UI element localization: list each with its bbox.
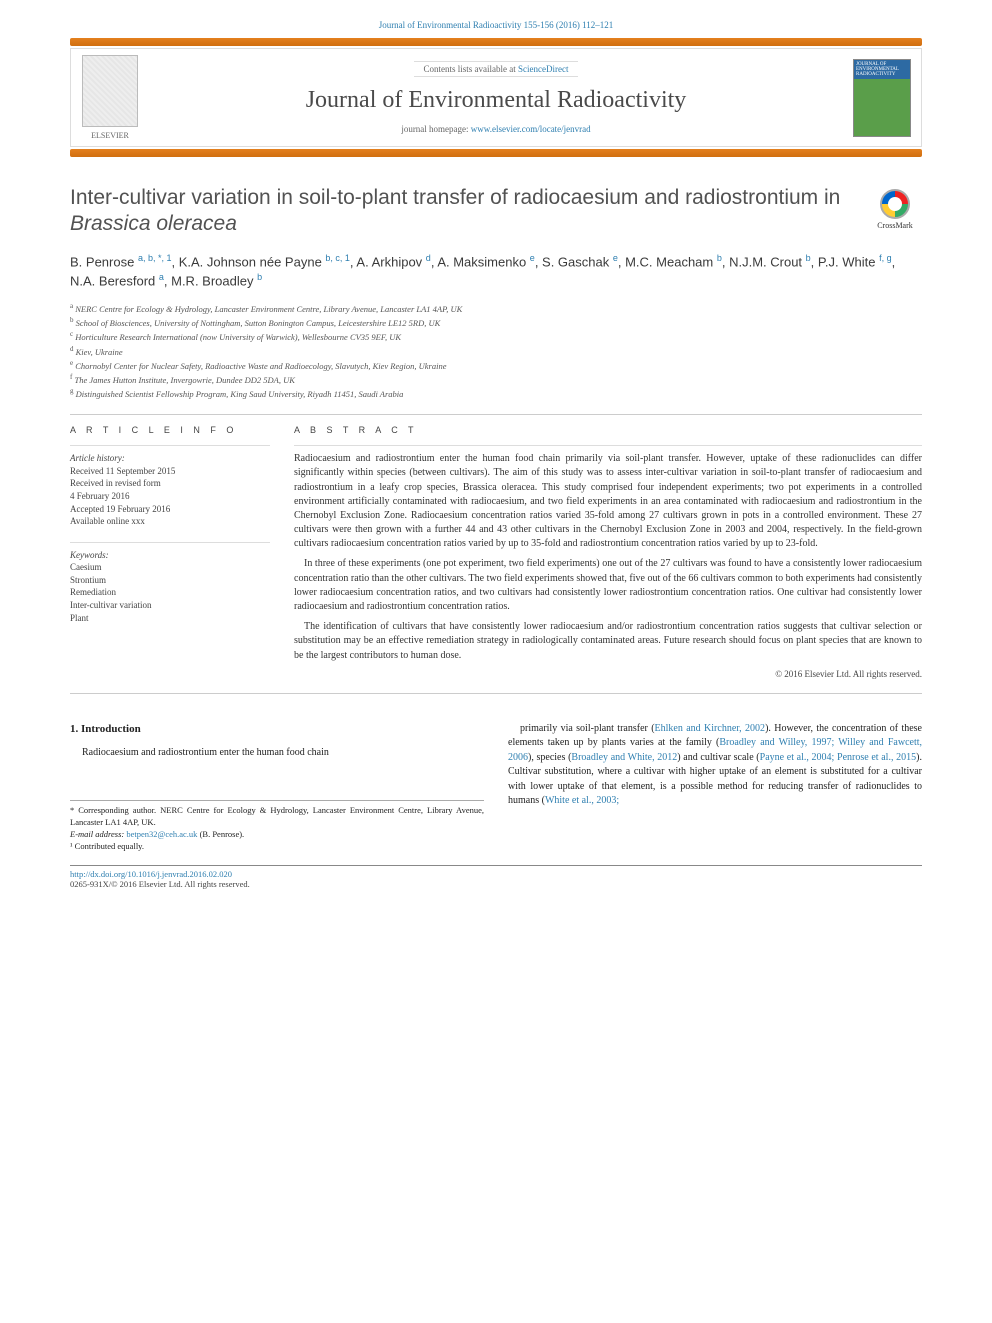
doi-link[interactable]: http://dx.doi.org/10.1016/j.jenvrad.2016… <box>70 869 232 879</box>
banner-publisher-block: ELSEVIER <box>71 49 149 146</box>
article-title: Inter-cultivar variation in soil-to-plan… <box>70 185 854 238</box>
citation-link[interactable]: Broadley and White, 2012 <box>571 752 677 763</box>
journal-homepage-line: journal homepage: www.elsevier.com/locat… <box>155 124 837 134</box>
history-line: Accepted 19 February 2016 <box>70 503 270 516</box>
sciencedirect-link[interactable]: ScienceDirect <box>518 64 568 74</box>
affiliation-list: a NERC Centre for Ecology & Hydrology, L… <box>70 301 922 400</box>
article-info-column: A R T I C L E I N F O Article history: R… <box>70 425 270 679</box>
corr-author-note: * Corresponding author. NERC Centre for … <box>70 805 484 829</box>
abstract-p3: The identification of cultivars that hav… <box>294 620 922 663</box>
history-line: Received 11 September 2015 <box>70 465 270 478</box>
affiliation-line: e Chornobyl Center for Nuclear Safety, R… <box>70 358 922 372</box>
crossmark-label: CrossMark <box>868 221 922 230</box>
footnotes-block: * Corresponding author. NERC Centre for … <box>70 800 484 853</box>
keyword-line: Caesium <box>70 561 270 574</box>
abstract-rule <box>294 445 922 446</box>
crossmark-icon <box>880 189 910 219</box>
homepage-label: journal homepage: <box>401 124 468 134</box>
history-head: Article history: <box>70 453 125 463</box>
history-line: Available online xxx <box>70 515 270 528</box>
keyword-line: Inter-cultivar variation <box>70 599 270 612</box>
citation-link[interactable]: White et al., 2003; <box>545 795 619 806</box>
affiliation-line: d Kiev, Ukraine <box>70 344 922 358</box>
elsevier-tree-icon <box>82 55 138 127</box>
corr-email-link[interactable]: betpen32@ceh.ac.uk <box>126 829 197 839</box>
banner-center: Contents lists available at ScienceDirec… <box>149 49 843 146</box>
issn-copyright: 0265-931X/© 2016 Elsevier Ltd. All right… <box>70 879 250 889</box>
footer-identifiers: http://dx.doi.org/10.1016/j.jenvrad.2016… <box>70 869 922 889</box>
banner-cover-block: JOURNAL OF ENVIRONMENTAL RADIOACTIVITY <box>843 49 921 146</box>
citation-link[interactable]: Payne et al., 2004; Penrose et al., 2015 <box>760 752 917 763</box>
email-who: (B. Penrose). <box>200 829 245 839</box>
orange-top-rule <box>70 38 922 46</box>
running-head-link[interactable]: Journal of Environmental Radioactivity 1… <box>379 20 614 30</box>
email-label: E-mail address: <box>70 829 124 839</box>
email-line: E-mail address: betpen32@ceh.ac.uk (B. P… <box>70 829 484 841</box>
abstract-copyright: © 2016 Elsevier Ltd. All rights reserved… <box>294 669 922 679</box>
publisher-name: ELSEVIER <box>91 131 129 140</box>
affiliation-line: a NERC Centre for Ecology & Hydrology, L… <box>70 301 922 315</box>
journal-banner: ELSEVIER Contents lists available at Sci… <box>70 48 922 147</box>
intro-left-para: Radiocaesium and radiostrontium enter th… <box>70 746 484 761</box>
crossmark-badge[interactable]: CrossMark <box>868 189 922 230</box>
keyword-line: Remediation <box>70 586 270 599</box>
abstract-p2: In three of these experiments (one pot e… <box>294 557 922 614</box>
abstract-body: Radiocaesium and radiostrontium enter th… <box>294 452 922 663</box>
affiliation-line: c Horticulture Research International (n… <box>70 329 922 343</box>
affiliation-line: f The James Hutton Institute, Invergowri… <box>70 372 922 386</box>
citation-link[interactable]: Ehlken and Kirchner, 2002 <box>655 723 766 734</box>
section-rule <box>70 414 922 415</box>
journal-cover-thumb: JOURNAL OF ENVIRONMENTAL RADIOACTIVITY <box>853 59 911 137</box>
article-info-block: Article history: Received 11 September 2… <box>70 452 270 624</box>
cover-text: JOURNAL OF ENVIRONMENTAL RADIOACTIVITY <box>856 62 899 77</box>
keywords-head: Keywords: <box>70 542 270 562</box>
history-lines: Received 11 September 2015Received in re… <box>70 465 270 528</box>
journal-title: Journal of Environmental Radioactivity <box>155 87 837 114</box>
contrib-note: ¹ Contributed equally. <box>70 841 484 853</box>
info-abstract-row: A R T I C L E I N F O Article history: R… <box>70 425 922 679</box>
title-main: Inter-cultivar variation in soil-to-plan… <box>70 186 840 209</box>
article-info-head: A R T I C L E I N F O <box>70 425 270 435</box>
affiliation-line: b School of Biosciences, University of N… <box>70 315 922 329</box>
info-rule <box>70 445 270 446</box>
body-left-column: 1. Introduction Radiocaesium and radiost… <box>70 722 484 853</box>
affiliation-line: g Distinguished Scientist Fellowship Pro… <box>70 386 922 400</box>
keyword-line: Plant <box>70 612 270 625</box>
title-italic: Brassica oleracea <box>70 212 237 235</box>
running-head: Journal of Environmental Radioactivity 1… <box>70 20 922 38</box>
article-title-row: Inter-cultivar variation in soil-to-plan… <box>70 185 922 238</box>
history-line: Received in revised form <box>70 477 270 490</box>
abstract-column: A B S T R A C T Radiocaesium and radiost… <box>294 425 922 679</box>
history-line: 4 February 2016 <box>70 490 270 503</box>
author-list: B. Penrose a, b, *, 1, K.A. Johnson née … <box>70 252 922 292</box>
contents-available-text: Contents lists available at <box>424 64 516 74</box>
body-right-column: primarily via soil-plant transfer (Ehlke… <box>508 722 922 853</box>
footer-rule <box>70 865 922 866</box>
keyword-line: Strontium <box>70 574 270 587</box>
orange-bottom-rule <box>70 149 922 157</box>
keyword-lines: CaesiumStrontiumRemediationInter-cultiva… <box>70 561 270 624</box>
homepage-url[interactable]: www.elsevier.com/locate/jenvrad <box>471 124 591 134</box>
contents-available-line: Contents lists available at ScienceDirec… <box>414 61 579 77</box>
page-root: Journal of Environmental Radioactivity 1… <box>0 0 992 919</box>
abstract-p1: Radiocaesium and radiostrontium enter th… <box>294 452 922 551</box>
body-rule <box>70 693 922 694</box>
abstract-head: A B S T R A C T <box>294 425 922 435</box>
body-two-column: 1. Introduction Radiocaesium and radiost… <box>70 722 922 853</box>
intro-heading: 1. Introduction <box>70 722 484 738</box>
intro-right-para: primarily via soil-plant transfer (Ehlke… <box>508 722 922 809</box>
